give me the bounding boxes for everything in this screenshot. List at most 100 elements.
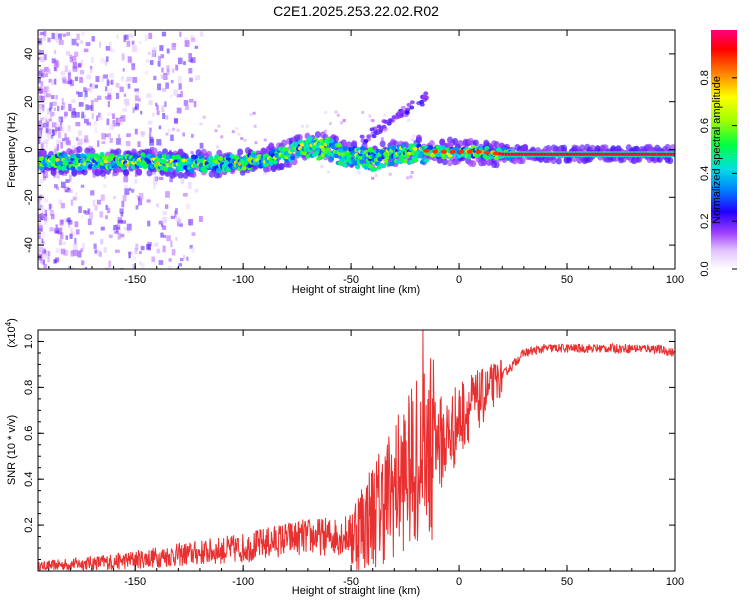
heatmap-cell (217, 124, 221, 128)
heatmap-cell (484, 154, 490, 160)
snr-x-label: Height of straight line (km) (292, 585, 420, 597)
heatmap-cell (147, 51, 151, 56)
heatmap-cell (38, 57, 41, 61)
heatmap-cell (79, 40, 84, 44)
heatmap-cell (155, 102, 158, 107)
heatmap-cell (166, 68, 170, 75)
heatmap-cell (278, 163, 285, 171)
heatmap-cell (199, 122, 203, 126)
heatmap-cell (115, 227, 119, 233)
heatmap-cell (86, 74, 92, 80)
heatmap-cell (147, 220, 151, 227)
heatmap-cell (39, 95, 43, 101)
heatmap-cell (134, 95, 139, 102)
heatmap-cell (71, 55, 77, 62)
heatmap-cell (517, 152, 521, 156)
heatmap-cell (76, 137, 79, 141)
heatmap-cell (388, 172, 392, 176)
heatmap-cell (63, 186, 67, 191)
heatmap-cell (75, 91, 79, 95)
heatmap-cell (504, 152, 508, 156)
heatmap-cell (123, 93, 127, 97)
heatmap-cell (38, 138, 41, 144)
heatmap-cell (58, 199, 64, 204)
heatmap-cell (78, 138, 83, 145)
heatmap-cell (103, 247, 107, 253)
heatmap-cell (311, 145, 317, 151)
heatmap-cell (501, 152, 505, 156)
heatmap-cell (253, 124, 257, 128)
heatmap-cell (121, 53, 125, 61)
heatmap-cell (40, 150, 47, 158)
heatmap-cell (87, 218, 92, 226)
heatmap-cell (40, 95, 45, 102)
heatmap-cell (43, 116, 48, 120)
heatmap-cell (147, 243, 152, 251)
y-tick-label: -20 (23, 189, 35, 205)
heatmap-cell (109, 137, 113, 143)
heatmap-cell (129, 33, 134, 38)
heatmap-cell (152, 112, 155, 117)
heatmap-cell (663, 152, 667, 156)
heatmap-cell (116, 138, 121, 145)
heatmap-cell (368, 114, 372, 118)
heatmap-cell (77, 91, 83, 97)
heatmap-cell (320, 165, 324, 169)
heatmap-cell (182, 192, 188, 197)
heatmap-cell (67, 189, 73, 193)
heatmap-cell (90, 65, 93, 70)
heatmap-cell (45, 142, 48, 149)
heatmap-cell (263, 138, 267, 142)
heatmap-cell (156, 139, 162, 146)
heatmap-cell (103, 183, 107, 188)
heatmap-cell (237, 148, 244, 156)
heatmap-cell (80, 184, 85, 188)
heatmap-cell (402, 158, 408, 164)
heatmap-cell (64, 133, 67, 140)
heatmap-cell (137, 141, 141, 148)
heatmap-cell (162, 216, 168, 224)
heatmap-cell (552, 152, 556, 156)
heatmap-cell (57, 33, 62, 40)
heatmap-cell (223, 160, 230, 166)
heatmap-cell (43, 86, 49, 93)
heatmap-cell (220, 135, 224, 139)
heatmap-cell (84, 266, 88, 269)
heatmap-cell (650, 152, 654, 156)
heatmap-cell (383, 113, 387, 117)
heatmap-cell (59, 227, 63, 232)
heatmap-cell (94, 84, 98, 89)
heatmap-cell (458, 149, 465, 154)
heatmap-cell (42, 122, 48, 128)
heatmap-cell (38, 106, 42, 112)
heatmap-cell (160, 74, 165, 79)
heatmap-cell (342, 146, 348, 152)
heatmap-cell (588, 152, 592, 156)
heatmap-cell (119, 86, 124, 93)
snr-y-ticks: 0.2 0.4 0.6 0.8 1.0 (23, 334, 675, 561)
heatmap-cell (192, 154, 199, 160)
heatmap-cell (115, 82, 120, 88)
heatmap-cell (153, 177, 158, 185)
heatmap-cell (83, 87, 87, 92)
heatmap-cell (64, 111, 68, 117)
heatmap-cell (175, 237, 178, 241)
heatmap-cell (182, 254, 186, 260)
heatmap-cell (191, 247, 195, 254)
heatmap-cell (63, 250, 69, 256)
x-tick-label: -50 (343, 274, 359, 286)
heatmap-cell (117, 219, 123, 223)
heatmap-cell (47, 85, 50, 93)
heatmap-cell (67, 78, 72, 85)
y-tick-label: 0.8 (23, 380, 35, 395)
heatmap-cell (138, 97, 141, 102)
heatmap-cell (470, 160, 477, 168)
heatmap-cell (108, 41, 112, 47)
heatmap-cell (559, 152, 563, 156)
heatmap-cell (49, 227, 54, 232)
heatmap-cell (565, 152, 569, 156)
heatmap-cell (70, 153, 76, 159)
heatmap-cell (177, 171, 184, 179)
heatmap-cell (659, 152, 663, 156)
heatmap-cell (176, 107, 182, 114)
